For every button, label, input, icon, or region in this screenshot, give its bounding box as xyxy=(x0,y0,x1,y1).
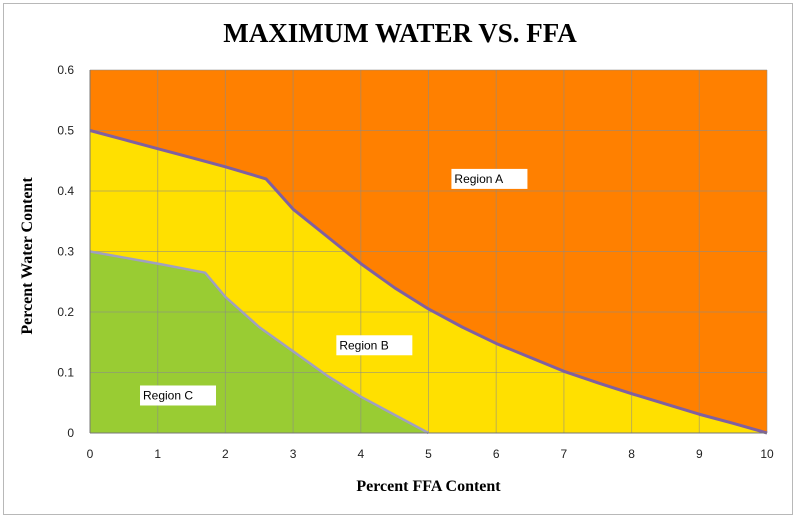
x-tick-label: 8 xyxy=(628,447,635,461)
x-tick-label: 7 xyxy=(561,447,568,461)
chart-title: MAXIMUM WATER VS. FFA xyxy=(223,18,577,48)
region-label-box xyxy=(336,335,413,356)
x-tick-label: 9 xyxy=(696,447,703,461)
x-tick-label: 5 xyxy=(425,447,432,461)
x-tick-label: 6 xyxy=(493,447,500,461)
y-tick-label: 0.6 xyxy=(57,63,74,77)
lower-boundary-line xyxy=(89,250,430,435)
y-tick-label: 0.2 xyxy=(57,305,74,319)
region-label: Region C xyxy=(143,388,193,402)
y-tick-label: 0.1 xyxy=(57,366,74,380)
y-tick-label: 0.4 xyxy=(57,184,74,198)
region-label: Region B xyxy=(339,338,388,352)
x-tick-label: 3 xyxy=(290,447,297,461)
y-tick-label: 0.3 xyxy=(57,245,74,259)
x-axis-label: Percent FFA Content xyxy=(356,478,501,495)
x-tick-label: 2 xyxy=(222,447,229,461)
region-label-box xyxy=(140,385,217,406)
x-tick-label: 0 xyxy=(87,447,94,461)
x-tick-label: 1 xyxy=(154,447,161,461)
y-tick-label: 0 xyxy=(67,426,74,440)
region-label-box xyxy=(451,168,528,189)
region-label: Region A xyxy=(454,172,503,186)
x-tick-label: 4 xyxy=(357,447,364,461)
y-tick-label: 0.5 xyxy=(57,124,74,138)
x-tick-label: 10 xyxy=(760,447,774,461)
upper-boundary-line xyxy=(89,129,768,435)
